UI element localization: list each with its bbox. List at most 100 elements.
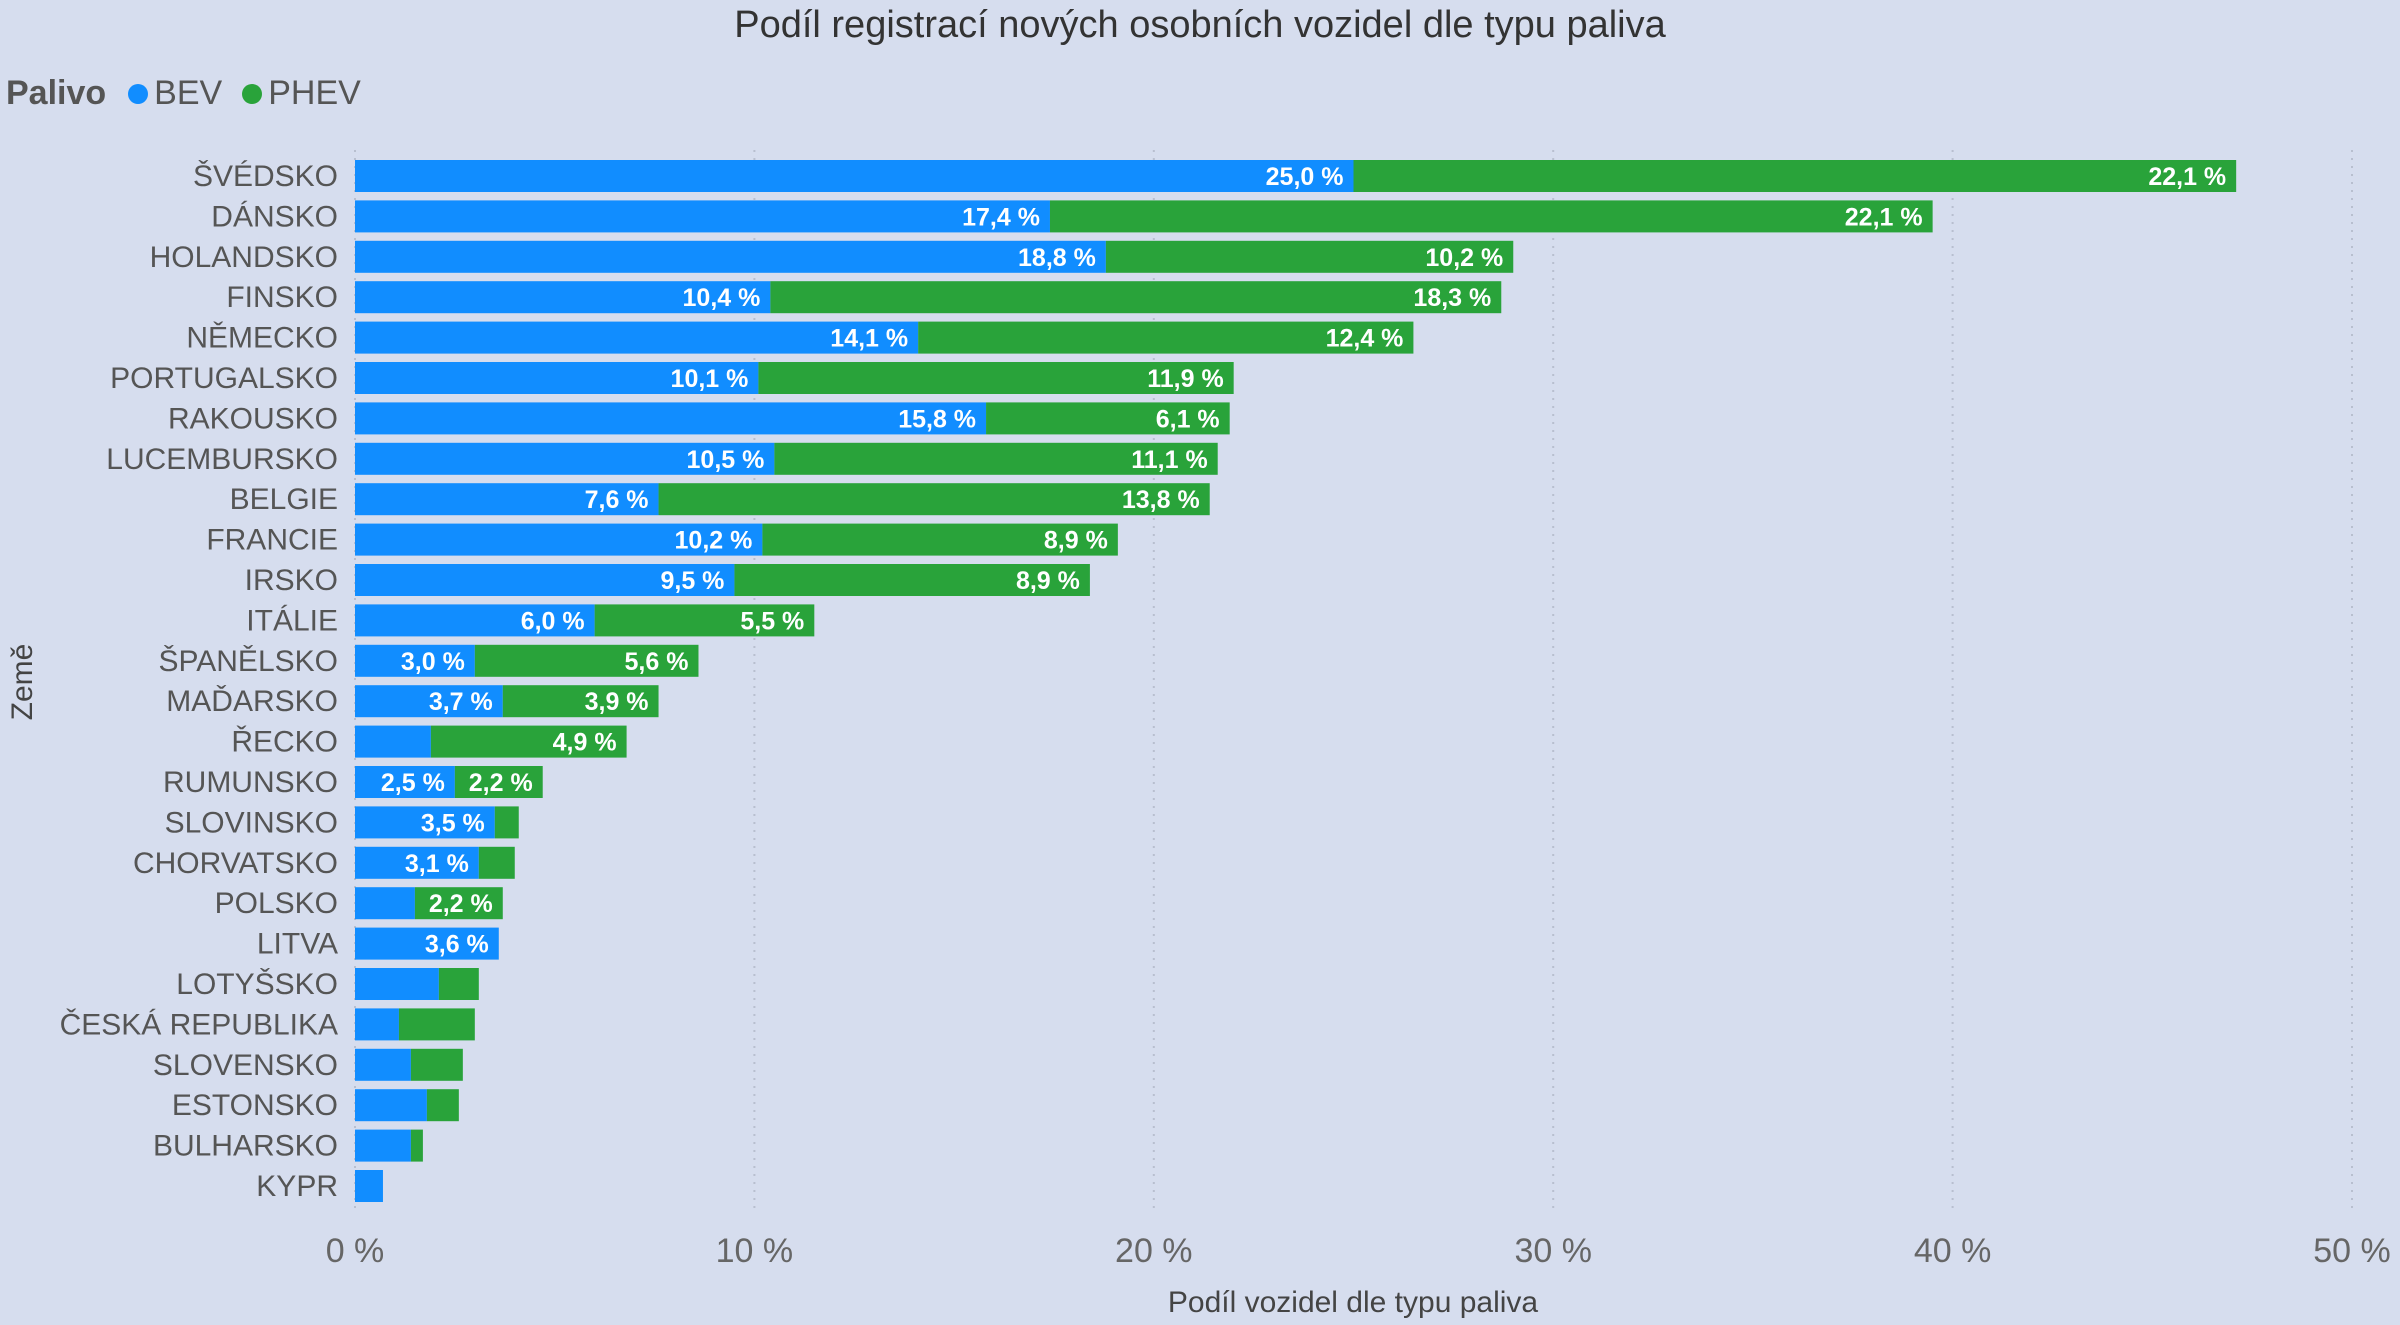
category-label: POLSKO	[215, 887, 338, 920]
data-label: 10,4 %	[683, 284, 761, 312]
data-label: 3,6 %	[425, 931, 489, 959]
x-tick-label: 40 %	[1914, 1232, 1992, 1270]
bar-phev	[454, 766, 543, 798]
bar-bev	[355, 644, 475, 677]
category-label: KYPR	[256, 1170, 338, 1203]
bar-phev	[758, 362, 1234, 394]
data-label: 9,5 %	[660, 567, 724, 595]
bar-bev	[355, 806, 495, 839]
data-label: 18,3 %	[1413, 284, 1491, 312]
data-label: 3,5 %	[421, 809, 485, 837]
bar-phev	[986, 402, 1230, 435]
category-label: BULHARSKO	[153, 1130, 338, 1163]
category-label: CHORVATSKO	[133, 847, 338, 880]
data-label: 2,5 %	[381, 769, 445, 797]
category-label: ITÁLIE	[246, 604, 338, 637]
legend-dot-icon	[242, 83, 263, 104]
category-label: FRANCIE	[206, 524, 338, 557]
legend-item-phev[interactable]: PHEV	[242, 74, 361, 113]
data-label: 5,6 %	[625, 648, 689, 676]
bar-bev	[355, 200, 1050, 233]
bar-phev	[918, 321, 1414, 354]
legend-title: Palivo	[6, 74, 107, 112]
bar-phev	[494, 806, 519, 839]
bar-bev	[355, 766, 455, 798]
category-label: LITVA	[257, 928, 338, 961]
legend-label: PHEV	[268, 74, 361, 112]
bar-phev	[658, 483, 1210, 516]
category-label: SLOVENSKO	[153, 1049, 338, 1082]
bar-phev	[1049, 200, 1933, 233]
bar-phev	[426, 1089, 459, 1122]
bar-bev	[355, 281, 771, 314]
data-label: 11,1 %	[1131, 446, 1207, 474]
data-label: 7,6 %	[585, 486, 649, 514]
data-label: 22,1 %	[2148, 163, 2226, 191]
bar-bev	[355, 1129, 411, 1162]
legend: Palivo BEV PHEV	[6, 74, 373, 113]
bar-bev	[355, 402, 987, 435]
category-label: ESTONSKO	[172, 1089, 338, 1122]
bar-phev	[594, 604, 815, 637]
data-label: 22,1 %	[1845, 203, 1923, 231]
bar-phev	[770, 281, 1502, 314]
data-label: 17,4 %	[962, 203, 1040, 231]
data-label: 3,9 %	[585, 688, 649, 716]
bar-bev	[355, 1048, 411, 1081]
bar-phev	[414, 887, 503, 920]
bar-bev	[355, 846, 479, 879]
chart-title: Podíl registrací nových osobních vozidel…	[734, 4, 1666, 46]
bar-phev	[774, 442, 1218, 475]
data-label: 11,9 %	[1147, 365, 1223, 393]
data-label: 6,1 %	[1156, 405, 1220, 433]
category-label: IRSKO	[245, 564, 338, 597]
bar-phev	[474, 644, 699, 677]
bar-phev	[410, 1129, 423, 1162]
y-axis-title: Země	[6, 644, 39, 721]
bar-bev	[355, 564, 735, 596]
category-label: ČESKÁ REPUBLIKA	[60, 1007, 338, 1041]
data-label: 3,0 %	[401, 648, 465, 676]
data-label: 12,4 %	[1326, 325, 1404, 353]
data-label: 6,0 %	[521, 607, 585, 635]
bar-phev	[1353, 160, 2237, 192]
bar-phev	[430, 725, 627, 758]
category-label: NĚMECKO	[186, 322, 338, 355]
bar-phev	[410, 1048, 463, 1081]
data-label: 14,1 %	[830, 325, 908, 353]
bar-bev	[355, 968, 439, 1000]
legend-dot-icon	[128, 83, 149, 104]
category-label: ŘECKO	[231, 726, 338, 759]
bar-bev	[355, 1170, 383, 1202]
x-tick-label: 30 %	[1514, 1232, 1592, 1270]
bar-bev	[355, 887, 415, 920]
bar-bev	[355, 523, 763, 556]
data-label: 8,9 %	[1044, 527, 1108, 555]
bar-bev	[355, 725, 431, 758]
data-label: 10,5 %	[687, 446, 765, 474]
data-label: 10,2 %	[675, 527, 753, 555]
data-label: 2,2 %	[469, 769, 533, 797]
bar-bev	[355, 483, 659, 516]
data-label: 13,8 %	[1122, 486, 1200, 514]
bar-phev	[438, 968, 479, 1000]
bar-phev	[734, 564, 1090, 596]
data-label: 10,1 %	[671, 365, 749, 393]
category-label: SLOVINSKO	[165, 806, 338, 839]
data-label: 4,9 %	[553, 729, 617, 757]
bar-bev	[355, 1089, 427, 1122]
x-tick-label: 10 %	[716, 1232, 794, 1270]
category-label: MAĎARSKO	[166, 685, 338, 718]
category-label: ŠVÉDSKO	[193, 159, 338, 193]
bar-phev	[762, 523, 1118, 556]
data-label: 18,8 %	[1018, 244, 1096, 272]
category-label: FINSKO	[226, 281, 338, 314]
legend-item-bev[interactable]: BEV	[128, 74, 222, 113]
data-label: 3,1 %	[405, 850, 469, 878]
bar-bev	[355, 604, 595, 637]
category-label: ŠPANĚLSKO	[158, 644, 338, 678]
data-label: 25,0 %	[1266, 163, 1344, 191]
bar-bev	[355, 240, 1106, 273]
bar-bev	[355, 160, 1354, 192]
